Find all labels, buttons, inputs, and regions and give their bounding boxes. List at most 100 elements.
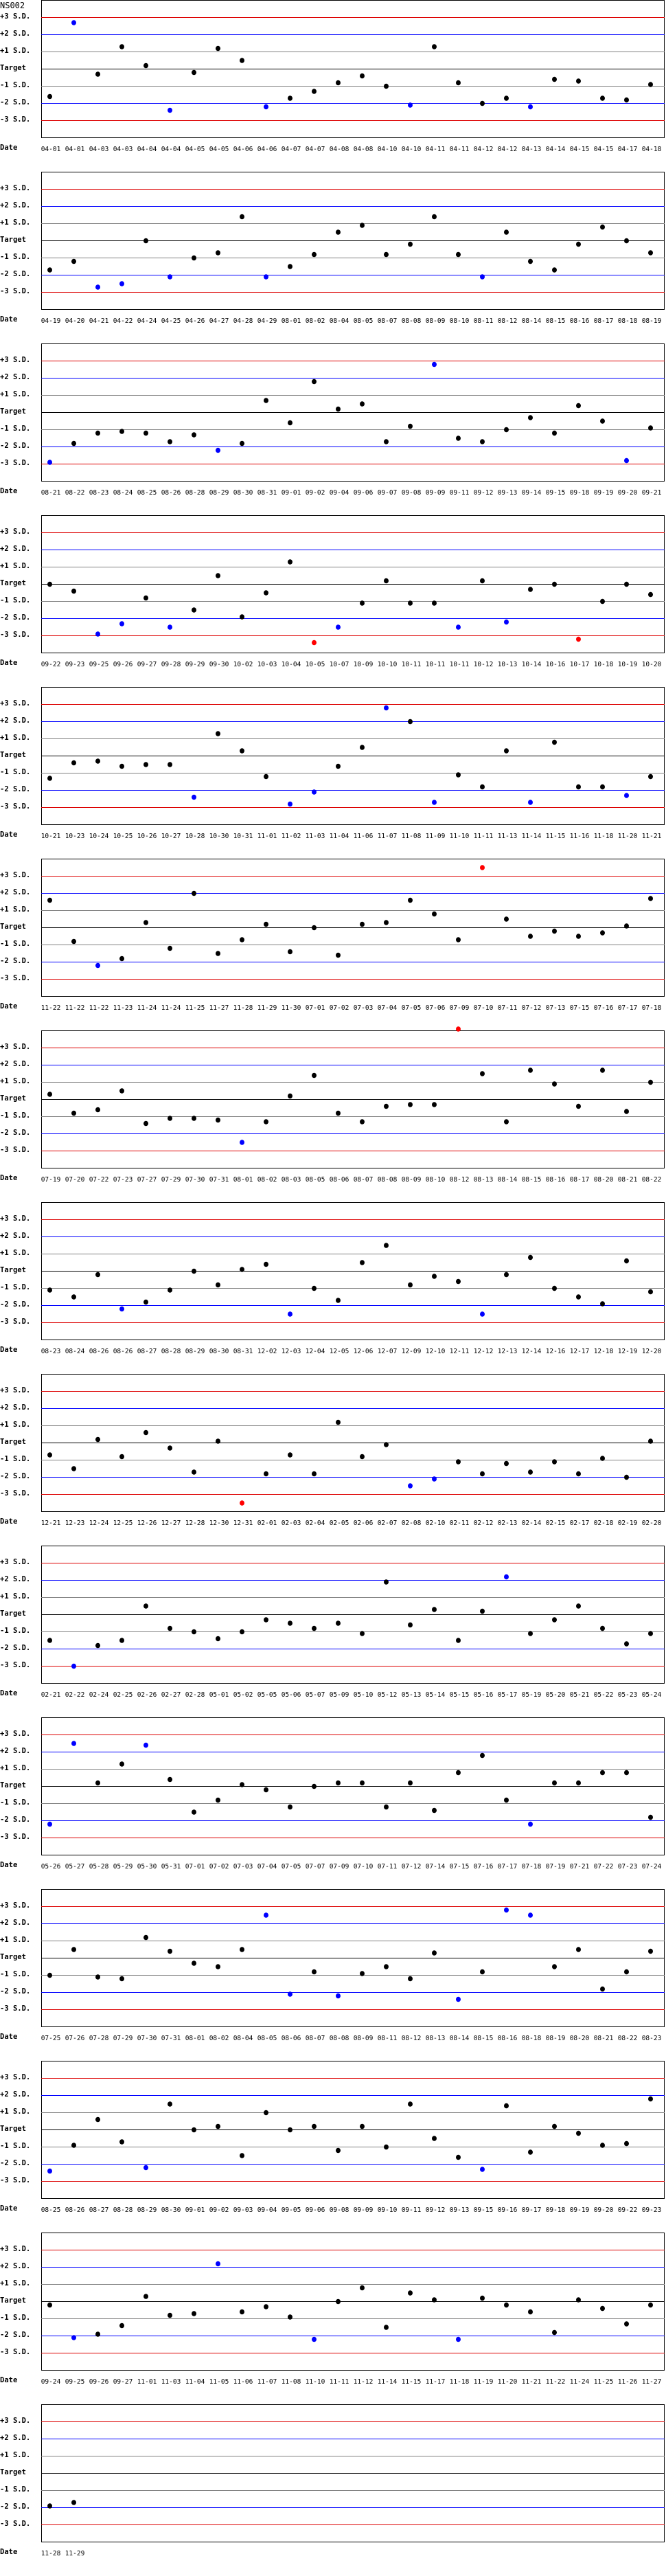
data-point xyxy=(600,418,605,424)
x-tick-label: 08-08 xyxy=(401,317,422,325)
data-point xyxy=(432,2136,437,2141)
data-point xyxy=(240,58,244,63)
x-tick-label: 11-06 xyxy=(233,2378,253,2386)
y-tick-label: +3 S.D. xyxy=(0,1214,31,1223)
chart-panel: +3 S.D. +2 S.D. +1 S.D. Target -1 S.D. -2 S.D… xyxy=(0,1889,666,2061)
x-tick-label: 12-19 xyxy=(617,1348,638,1355)
x-tick-label: 11-21 xyxy=(641,833,662,840)
x-tick-label: 09-02 xyxy=(209,2206,229,2214)
data-point xyxy=(168,2312,172,2318)
x-tick-label: 07-22 xyxy=(593,1863,614,1871)
data-point xyxy=(168,1287,172,1293)
x-tick-label: 08-17 xyxy=(569,1176,590,1184)
x-tick-label: 02-12 xyxy=(473,1519,494,1527)
x-tick-label: 11-17 xyxy=(425,2378,446,2386)
x-tick-label: 02-07 xyxy=(377,1519,398,1527)
data-point xyxy=(192,1469,196,1475)
data-point xyxy=(336,1780,341,1786)
data-point xyxy=(432,1807,437,1814)
x-tick-label: 04-06 xyxy=(257,146,277,153)
x-tick-label: 02-10 xyxy=(425,1519,446,1527)
plot-area xyxy=(41,2061,665,2199)
data-point xyxy=(264,1119,268,1125)
x-tick-label: 04-12 xyxy=(497,146,518,153)
y-tick-label: +3 S.D. xyxy=(0,1901,31,1910)
data-point xyxy=(384,920,389,925)
data-point xyxy=(119,956,124,962)
x-tick-label: 08-14 xyxy=(449,2035,470,2042)
x-tick-label: 05-02 xyxy=(233,1691,253,1699)
data-point xyxy=(168,945,172,951)
x-tick-label: 11-09 xyxy=(425,833,446,840)
data-point xyxy=(432,2297,437,2303)
y-tick-label: -1 S.D. xyxy=(0,1798,31,1807)
x-tick-label: 10-04 xyxy=(281,661,301,668)
data-point xyxy=(480,1311,485,1317)
y-tick-label: -2 S.D. xyxy=(0,1472,31,1480)
y-tick-label: Target xyxy=(0,2125,26,2133)
x-tick-label: 09-01 xyxy=(185,2206,205,2214)
data-point xyxy=(168,439,172,444)
x-tick-label: 08-24 xyxy=(65,1348,85,1355)
x-tick-label: 08-13 xyxy=(425,2035,446,2042)
y-tick-label: -1 S.D. xyxy=(0,1111,31,1120)
data-point xyxy=(95,1436,100,1443)
x-tick-label: 02-28 xyxy=(185,1691,205,1699)
y-tick-label: +2 S.D. xyxy=(0,1403,31,1412)
data-point xyxy=(528,415,533,420)
x-tick-label: 11-11 xyxy=(473,833,494,840)
data-point xyxy=(504,427,509,433)
y-tick-label: +1 S.D. xyxy=(0,47,31,55)
data-point xyxy=(71,760,76,766)
y-tick-label: -3 S.D. xyxy=(0,1661,31,1669)
data-point xyxy=(552,267,557,273)
x-tick-label: 08-28 xyxy=(185,489,205,497)
data-point xyxy=(600,1067,605,1073)
y-tick-label: -3 S.D. xyxy=(0,1489,31,1498)
x-tick-label: 04-01 xyxy=(65,146,85,153)
data-point xyxy=(456,772,461,778)
x-tick-label: 07-21 xyxy=(569,1863,590,1871)
x-tick-label: 08-31 xyxy=(233,1348,253,1355)
data-point xyxy=(192,1961,196,1966)
y-tick-label: +3 S.D. xyxy=(0,1043,31,1051)
x-tick-label: 08-24 xyxy=(113,489,133,497)
x-tick-label: 07-10 xyxy=(353,1863,374,1871)
x-tick-label: 11-14 xyxy=(521,833,542,840)
x-tick-label: 07-01 xyxy=(305,1004,325,1012)
data-point xyxy=(408,1622,413,1628)
x-tick-label: 11-19 xyxy=(473,2378,494,2386)
x-tick-label: 07-20 xyxy=(65,1176,85,1184)
data-point xyxy=(143,595,148,601)
x-tick-label: 08-23 xyxy=(89,489,109,497)
data-point xyxy=(648,2096,653,2102)
data-point xyxy=(240,2153,244,2158)
data-point xyxy=(624,1474,629,1480)
data-point xyxy=(624,238,629,244)
data-point xyxy=(71,938,76,945)
data-point xyxy=(47,2168,52,2174)
data-point xyxy=(336,1620,341,1626)
data-point xyxy=(648,773,653,780)
y-tick-label: +2 S.D. xyxy=(0,1060,31,1068)
data-point xyxy=(624,1770,629,1776)
x-tick-label: 11-08 xyxy=(401,833,422,840)
x-tick-label: 07-18 xyxy=(641,1004,662,1012)
data-point xyxy=(336,2298,341,2305)
x-tick-label: 02-01 xyxy=(257,1519,277,1527)
data-point xyxy=(119,1761,124,1767)
x-tick-label: 12-10 xyxy=(425,1348,446,1355)
data-point xyxy=(47,776,52,781)
x-tick-label: 02-17 xyxy=(569,1519,590,1527)
x-tick-label: 11-10 xyxy=(449,833,470,840)
x-tick-label: 02-27 xyxy=(161,1691,181,1699)
data-point xyxy=(600,930,605,936)
x-tick-label: 08-05 xyxy=(257,2035,277,2042)
chart-panel: +3 S.D. +2 S.D. +1 S.D. Target -1 S.D. -2 S.D… xyxy=(0,343,666,515)
data-point xyxy=(648,1631,653,1636)
x-tick-label: 09-10 xyxy=(377,2206,398,2214)
x-tick-label: 11-22 xyxy=(89,1004,109,1012)
x-axis-label: Date xyxy=(0,315,18,324)
data-point xyxy=(143,430,148,436)
data-point xyxy=(119,1306,124,1312)
